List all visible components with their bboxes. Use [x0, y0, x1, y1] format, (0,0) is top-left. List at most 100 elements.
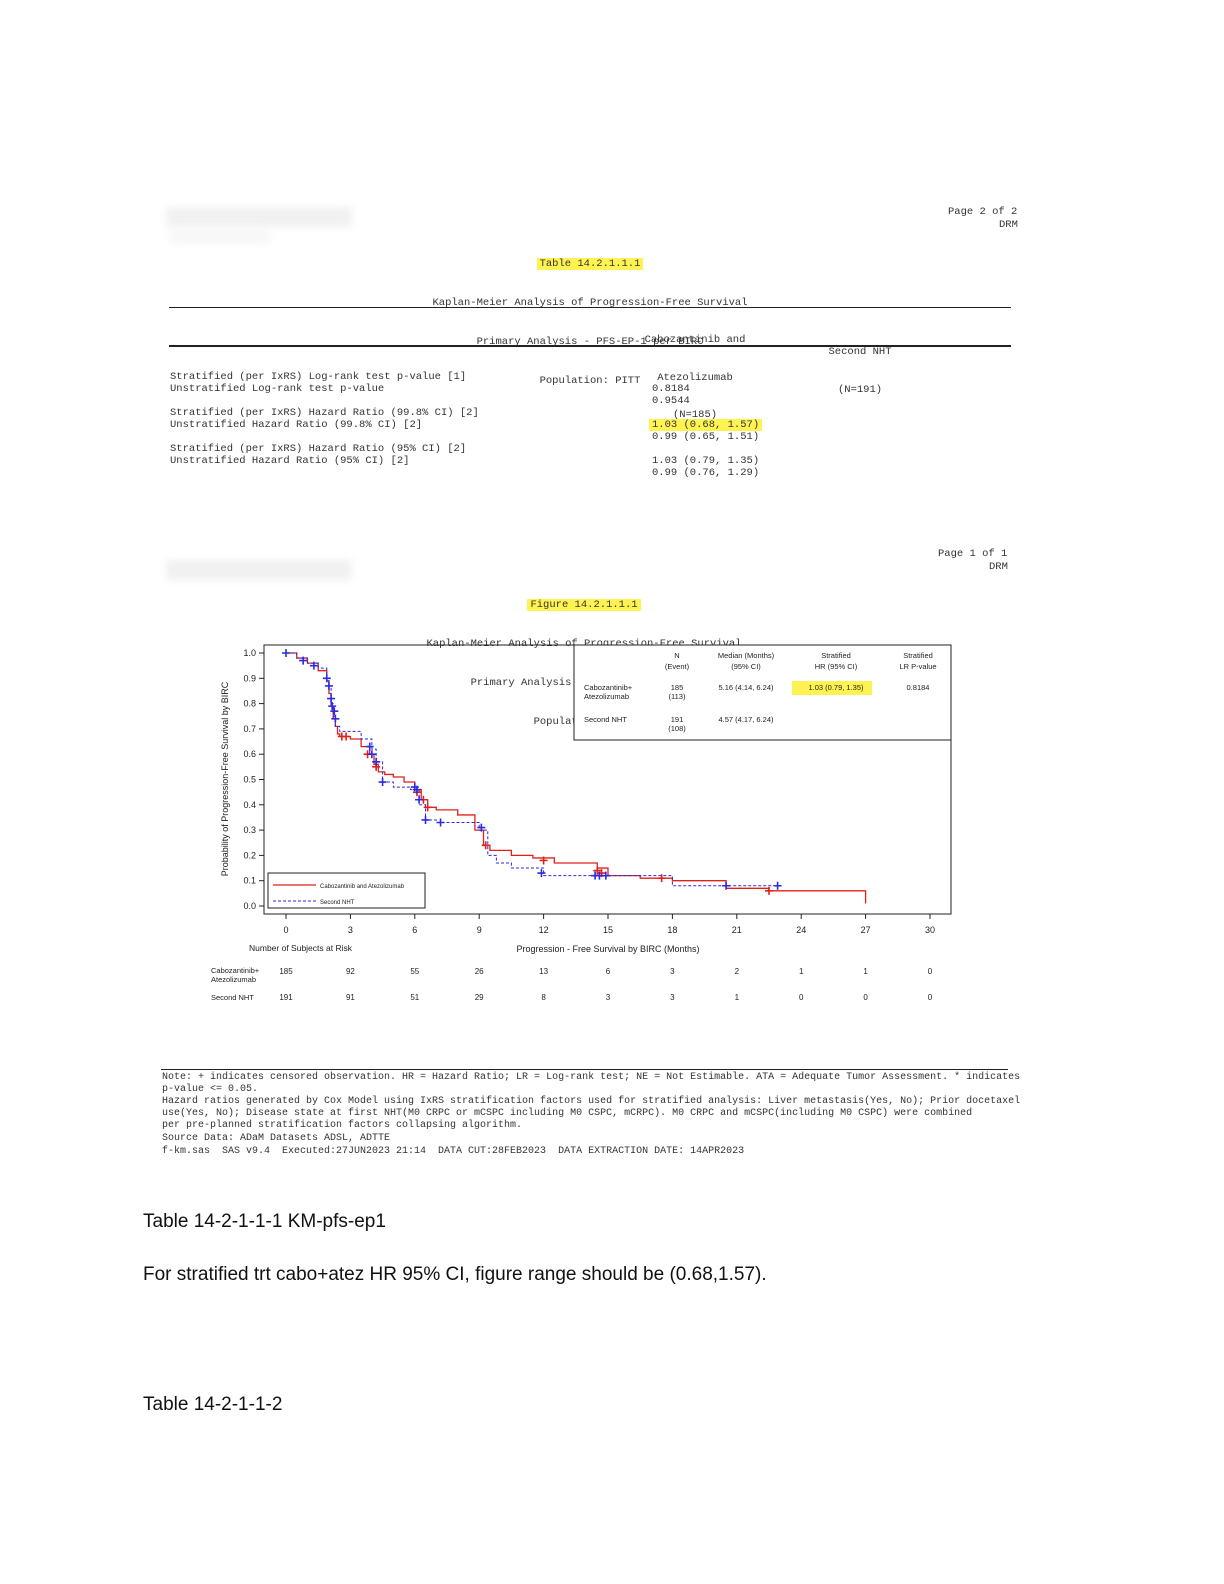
redacted-block: [170, 230, 270, 244]
x-tick-label: 27: [861, 925, 871, 935]
y-tick-label: 0.4: [243, 800, 256, 810]
censor-mark: [415, 795, 424, 804]
table-row: Unstratified Log-rank test p-value 0.954…: [170, 371, 870, 407]
legend-label-arm1: Cabozantinib and Atezolizumab: [320, 884, 405, 890]
x-tick-label: 0: [283, 925, 288, 935]
inset-h-lr2: LR P-value: [899, 662, 936, 671]
at-risk-count: 0: [863, 993, 868, 1002]
page-code: DRM: [999, 219, 1018, 231]
figure-population: Population: PITT: [533, 716, 635, 728]
figure-title: Kaplan-Meier Analysis of Progression-Fre…: [426, 638, 742, 650]
row-value: 0.99 (0.76, 1.29): [652, 467, 760, 479]
row-value: 1.03 (0.79, 1.35): [652, 455, 760, 467]
comment-text: For stratified trt cabo+atez HR 95% CI, …: [143, 1264, 767, 1285]
censor-mark: [423, 803, 432, 812]
row-value: 0.8184: [652, 383, 690, 395]
censor-mark: [539, 856, 548, 865]
at-risk-count: 185: [279, 967, 293, 976]
at-risk-count: 51: [410, 993, 419, 1002]
page-info: Page 2 of 2: [948, 206, 1018, 218]
y-tick-label: 0.5: [243, 775, 256, 785]
figure-number: Figure 14.2.1.1.1: [527, 599, 641, 611]
y-tick-label: 0.8: [243, 699, 256, 709]
censor-mark: [410, 783, 419, 792]
y-tick-label: 0.0: [243, 901, 256, 911]
censor-mark: [328, 702, 337, 711]
redacted-block: [166, 207, 352, 227]
y-tick-label: 0.7: [243, 724, 256, 734]
at-risk-count: 29: [475, 993, 484, 1002]
censor-mark: [412, 788, 421, 797]
censor-mark: [365, 742, 374, 751]
censor-mark: [309, 661, 318, 670]
y-tick-label: 0.1: [243, 876, 256, 886]
at-risk-count: 2: [735, 967, 740, 976]
inset-h-lr1: Stratified: [903, 651, 933, 660]
at-risk-arm1-label-line2: Atezolizumab: [211, 975, 256, 984]
at-risk-arm1-label-line1: Cabozantinib+: [211, 966, 260, 975]
at-risk-count: 3: [606, 993, 611, 1002]
table-title: Kaplan-Meier Analysis of Progression-Fre…: [432, 297, 748, 309]
row-label: Unstratified Log-rank test p-value: [170, 383, 385, 395]
at-risk-count: 0: [799, 993, 804, 1002]
x-tick-label: 9: [477, 925, 482, 935]
table-row: Stratified (per IxRS) Hazard Ratio (99.8…: [170, 395, 870, 431]
censor-mark: [722, 881, 731, 890]
note-line: use(Yes, No); Disease state at first NHT…: [162, 1108, 973, 1119]
table-row: Stratified (per IxRS) Log-rank test p-va…: [170, 359, 870, 395]
at-risk-count: 6: [606, 967, 611, 976]
table-top-rule: [169, 307, 1011, 308]
col2-line1: Second NHT: [828, 346, 892, 358]
y-tick-label: 0.3: [243, 825, 256, 835]
at-risk-count: 3: [670, 967, 675, 976]
legend-label-arm2: Second NHT: [320, 900, 355, 906]
note-line: Hazard ratios generated by Cox Model usi…: [162, 1096, 1021, 1107]
at-risk-count: 55: [410, 967, 419, 976]
censor-mark: [363, 750, 372, 759]
row-value: 0.99 (0.65, 1.51): [652, 431, 760, 443]
at-risk-count: 1: [863, 967, 868, 976]
censor-mark: [601, 871, 610, 880]
y-axis-label: Probability of Progression-Free Survival…: [220, 681, 230, 876]
censor-mark: [537, 869, 546, 878]
row-value-highlighted: 1.03 (0.68, 1.57): [649, 419, 763, 431]
at-risk-count: 1: [735, 993, 740, 1002]
censor-mark: [342, 732, 351, 741]
row-value: 0.9544: [652, 395, 690, 407]
figure-page-info: Page 1 of 1: [938, 548, 1008, 560]
censor-mark: [372, 762, 381, 771]
at-risk-count: 8: [541, 993, 546, 1002]
table-number: Table 14.2.1.1.1: [536, 258, 644, 270]
inset-arm1-lr: 0.8184: [907, 683, 930, 692]
x-tick-label: 15: [603, 925, 613, 935]
inset-h-hr2: HR (95% CI): [815, 662, 858, 671]
comment-heading: Table 14-2-1-1-1 KM-pfs-ep1: [143, 1211, 386, 1232]
censor-mark: [331, 714, 340, 723]
note-line: f-km.sas SAS v9.4 Executed:27JUN2023 21:…: [162, 1146, 745, 1157]
note-line: Source Data: ADaM Datasets ADSL, ADTTE: [162, 1133, 391, 1144]
note-line: Note: + indicates censored observation. …: [162, 1072, 1021, 1083]
row-label: Unstratified Hazard Ratio (99.8% CI) [2]: [170, 419, 423, 431]
figure-page-code: DRM: [989, 561, 1008, 573]
figure-subtitle: Primary Analysis - PFS-EP-1 per BIRC: [470, 677, 698, 689]
table-row: Stratified (per IxRS) Hazard Ratio (95% …: [170, 431, 870, 467]
at-risk-count: 92: [346, 967, 355, 976]
col1-line2: Atezolizumab: [657, 371, 733, 384]
inset-arm1-hr: 1.03 (0.79, 1.35): [808, 683, 864, 692]
at-risk-count: 3: [670, 993, 675, 1002]
at-risk-count: 13: [539, 967, 548, 976]
x-axis-label: Progression - Free Survival by BIRC (Mon…: [516, 944, 699, 954]
at-risk-count: 0: [928, 967, 933, 976]
column-header-arm1: Cabozantinib and Atezolizumab (N=185): [620, 309, 770, 434]
table-row: Unstratified Hazard Ratio (99.8% CI) [2]…: [170, 407, 870, 443]
censor-mark: [327, 694, 336, 703]
x-tick-label: 24: [796, 925, 806, 935]
table-header: Table 14.2.1.1.1 Kaplan-Meier Analysis o…: [390, 232, 790, 401]
x-tick-label: 12: [539, 925, 549, 935]
note-line: p-value <= 0.05.: [162, 1084, 259, 1095]
censor-mark: [773, 881, 782, 890]
legend-box: [267, 872, 426, 909]
censor-mark: [765, 886, 773, 895]
censor-mark: [367, 750, 376, 759]
row-label: Stratified (per IxRS) Hazard Ratio (99.8…: [170, 407, 479, 419]
